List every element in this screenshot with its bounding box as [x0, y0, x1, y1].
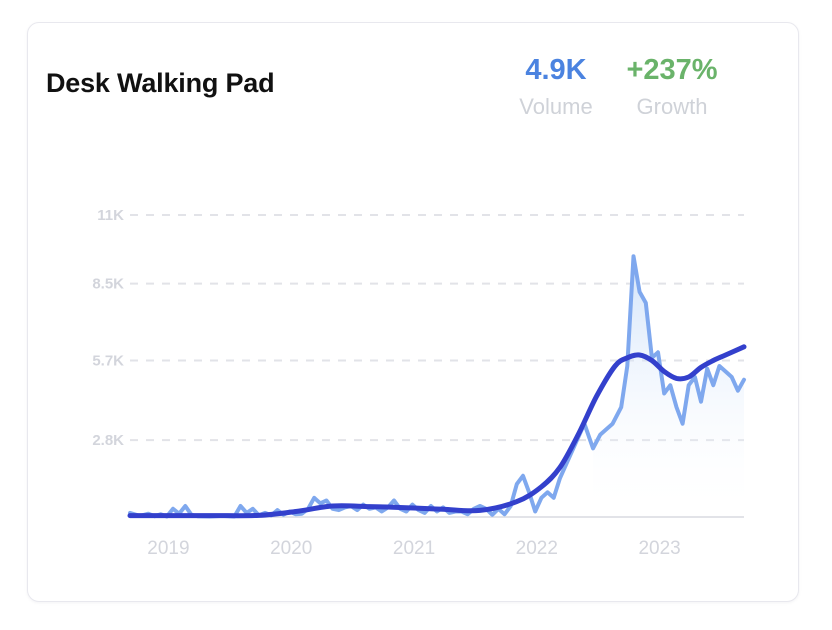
x-axis-ticks: 2019 2020 2021 2022 2023: [147, 538, 680, 559]
growth-stat: +237% Growth: [620, 52, 724, 122]
y-tick-label: 2.8K: [92, 432, 124, 449]
growth-value: +237%: [626, 54, 718, 86]
growth-label: Growth: [636, 94, 708, 119]
volume-label: Volume: [519, 94, 593, 119]
trend-series-line: [127, 344, 747, 519]
y-tick-label: 8.5K: [92, 276, 124, 293]
y-tick-label: 5.7K: [92, 353, 124, 370]
x-tick-label: 2019: [147, 538, 189, 559]
volume-stat: 4.9K Volume: [508, 52, 604, 122]
series: [127, 254, 747, 519]
chart-title: Desk Walking Pad: [46, 68, 275, 98]
x-tick-label: 2023: [638, 538, 680, 559]
volume-value: 4.9K: [525, 54, 587, 86]
y-axis-ticks: 2.8K 5.7K 8.5K 11K: [92, 207, 124, 449]
x-tick-label: 2021: [393, 538, 435, 559]
y-tick-label: 11K: [97, 207, 124, 224]
x-tick-label: 2020: [270, 538, 312, 559]
x-tick-label: 2022: [516, 538, 558, 559]
